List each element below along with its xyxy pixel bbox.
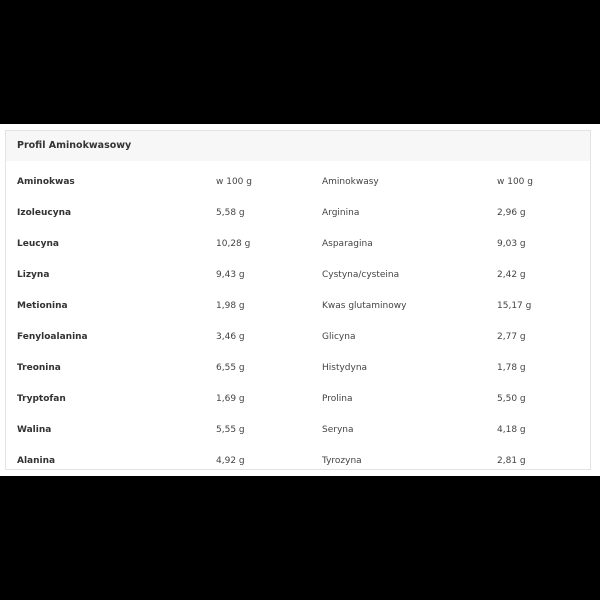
amino-acid-amount: 2,42 g bbox=[497, 270, 526, 280]
amino-acid-name: Walina bbox=[17, 425, 52, 435]
table-header-row: Aminokwas w 100 g Aminokwasy w 100 g bbox=[6, 167, 590, 198]
amino-acid-name: Kwas glutaminowy bbox=[322, 301, 407, 311]
amino-acid-amount: 1,78 g bbox=[497, 363, 526, 373]
table-row: Lizyna 9,43 g Cystyna/cysteina 2,42 g bbox=[6, 260, 590, 291]
page: Profil Aminokwasowy Aminokwas w 100 g Am… bbox=[0, 124, 600, 476]
header-aminokwas: Aminokwas bbox=[17, 177, 75, 187]
amino-acid-amount: 15,17 g bbox=[497, 301, 532, 311]
amino-acid-name: Prolina bbox=[322, 394, 353, 404]
amino-acid-name: Seryna bbox=[322, 425, 354, 435]
header-amount-1: w 100 g bbox=[216, 177, 252, 187]
amino-acid-name: Leucyna bbox=[17, 239, 59, 249]
amino-acid-name: Metionina bbox=[17, 301, 68, 311]
table-row: Tryptofan 1,69 g Prolina 5,50 g bbox=[6, 384, 590, 415]
header-amount-2: w 100 g bbox=[497, 177, 533, 187]
amino-acid-name: Tryptofan bbox=[17, 394, 66, 404]
amino-acid-name: Histydyna bbox=[322, 363, 368, 373]
amino-acid-amount: 4,18 g bbox=[497, 425, 526, 435]
amino-acid-amount: 1,69 g bbox=[216, 394, 245, 404]
amino-acid-amount: 5,55 g bbox=[216, 425, 245, 435]
amino-acid-name: Asparagina bbox=[322, 239, 373, 249]
amino-acid-table: Profil Aminokwasowy Aminokwas w 100 g Am… bbox=[5, 130, 591, 470]
amino-acid-name: Arginina bbox=[322, 208, 360, 218]
amino-acid-amount: 5,58 g bbox=[216, 208, 245, 218]
amino-acid-amount: 6,55 g bbox=[216, 363, 245, 373]
amino-acid-amount: 4,92 g bbox=[216, 456, 245, 466]
table-title: Profil Aminokwasowy bbox=[6, 131, 590, 161]
table-row: Alanina 4,92 g Tyrozyna 2,81 g bbox=[6, 446, 590, 477]
amino-acid-name: Glicyna bbox=[322, 332, 356, 342]
amino-acid-amount: 10,28 g bbox=[216, 239, 251, 249]
amino-acid-name: Izoleucyna bbox=[17, 208, 72, 218]
amino-acid-name: Cystyna/cysteina bbox=[322, 270, 400, 280]
table-row: Fenyloalanina 3,46 g Glicyna 2,77 g bbox=[6, 322, 590, 353]
amino-acid-amount: 3,46 g bbox=[216, 332, 245, 342]
amino-acid-amount: 9,03 g bbox=[497, 239, 526, 249]
header-aminokwasy: Aminokwasy bbox=[322, 177, 379, 187]
amino-acid-name: Tyrozyna bbox=[322, 456, 362, 466]
table-row: Walina 5,55 g Seryna 4,18 g bbox=[6, 415, 590, 446]
amino-acid-name: Alanina bbox=[17, 456, 56, 466]
table-row: Leucyna 10,28 g Asparagina 9,03 g bbox=[6, 229, 590, 260]
amino-acid-amount: 2,81 g bbox=[497, 456, 526, 466]
amino-acid-amount: 9,43 g bbox=[216, 270, 245, 280]
amino-acid-amount: 2,96 g bbox=[497, 208, 526, 218]
table-row: Treonina 6,55 g Histydyna 1,78 g bbox=[6, 353, 590, 384]
table-row: Metionina 1,98 g Kwas glutaminowy 15,17 g bbox=[6, 291, 590, 322]
amino-acid-amount: 2,77 g bbox=[497, 332, 526, 342]
table-row: Izoleucyna 5,58 g Arginina 2,96 g bbox=[6, 198, 590, 229]
amino-acid-amount: 5,50 g bbox=[497, 394, 526, 404]
amino-acid-name: Lizyna bbox=[17, 270, 50, 280]
amino-acid-name: Treonina bbox=[17, 363, 61, 373]
amino-acid-amount: 1,98 g bbox=[216, 301, 245, 311]
amino-acid-name: Fenyloalanina bbox=[17, 332, 88, 342]
